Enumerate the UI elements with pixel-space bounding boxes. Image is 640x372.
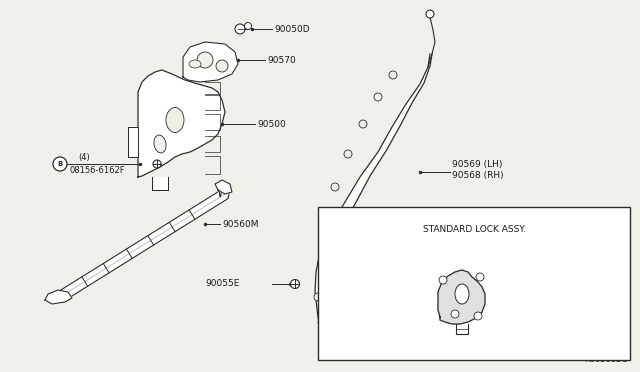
Text: STANDARD LOCK ASSY.: STANDARD LOCK ASSY. [422,224,525,234]
Circle shape [451,310,459,318]
Circle shape [314,293,322,301]
Polygon shape [55,189,230,302]
Text: 08156-6162F: 08156-6162F [70,166,125,174]
Text: 90570: 90570 [267,55,296,64]
Polygon shape [128,127,138,157]
Circle shape [359,120,367,128]
Circle shape [244,22,252,29]
Circle shape [331,183,339,191]
Circle shape [197,52,213,68]
Text: (4): (4) [78,153,90,161]
Circle shape [153,160,161,168]
Ellipse shape [189,60,201,68]
Text: 90055E: 90055E [205,279,239,289]
Text: R905002G: R905002G [584,355,628,364]
Ellipse shape [154,135,166,153]
Polygon shape [215,180,232,194]
Circle shape [53,157,67,171]
Ellipse shape [166,108,184,132]
Text: 90050D: 90050D [274,25,310,33]
Circle shape [318,258,326,266]
Polygon shape [152,177,168,190]
Polygon shape [183,42,238,82]
Text: B: B [58,161,63,167]
Text: 90502: 90502 [512,295,541,305]
Circle shape [216,60,228,72]
Circle shape [474,312,482,320]
Circle shape [426,10,434,18]
Circle shape [291,279,300,289]
Circle shape [235,24,245,34]
Polygon shape [315,54,432,337]
Text: 90569 (LH): 90569 (LH) [452,160,502,169]
Polygon shape [438,270,485,324]
Circle shape [344,150,352,158]
Circle shape [476,273,484,281]
Ellipse shape [455,284,469,304]
Text: 90560M: 90560M [222,219,259,228]
Text: 90568 (RH): 90568 (RH) [452,170,504,180]
Polygon shape [45,290,72,304]
Bar [318,207,630,360]
Text: 90500: 90500 [257,119,285,128]
Circle shape [374,93,382,101]
Circle shape [322,218,330,226]
Circle shape [439,276,447,284]
Circle shape [389,71,397,79]
Polygon shape [138,70,225,177]
